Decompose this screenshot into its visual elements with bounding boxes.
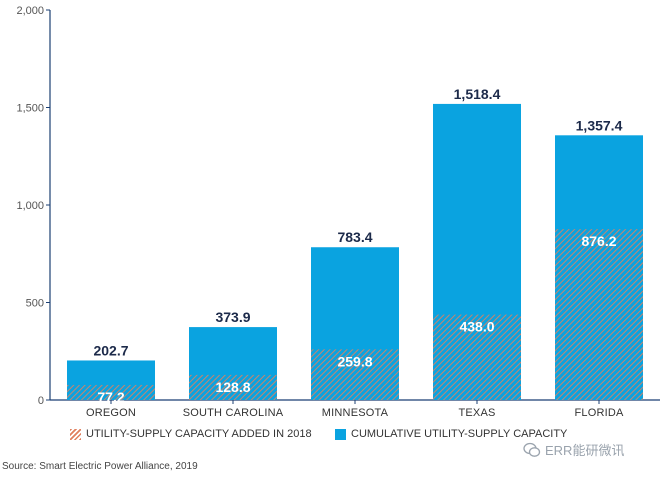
bar-added: [67, 384, 155, 400]
legend-swatch-hatched: [70, 428, 81, 440]
bar-added: [189, 374, 277, 400]
x-tick-label: MINNESOTA: [322, 407, 389, 419]
x-tick-label: SOUTH CAROLINA: [183, 407, 284, 419]
legend-item-cumulative: CUMULATIVE UTILITY-SUPPLY CAPACITY: [335, 428, 567, 440]
watermark-text: ERR能研微讯: [545, 443, 625, 458]
legend-label-added: UTILITY-SUPPLY CAPACITY ADDED IN 2018: [86, 428, 312, 440]
y-tick-label: 1,000: [16, 200, 44, 212]
data-label-added: 128.8: [215, 379, 250, 395]
y-tick-label: 500: [26, 298, 44, 310]
data-label-added: 438.0: [459, 319, 494, 335]
legend: UTILITY-SUPPLY CAPACITY ADDED IN 2018 CU…: [0, 428, 668, 446]
data-label-cumulative: 1,518.4: [454, 86, 501, 102]
bar-added: [311, 349, 399, 400]
legend-item-added: UTILITY-SUPPLY CAPACITY ADDED IN 2018: [70, 428, 312, 440]
bar-added: [433, 314, 521, 400]
x-tick-label: FLORIDA: [574, 407, 624, 419]
x-tick-label: TEXAS: [458, 407, 495, 419]
data-label-cumulative: 1,357.4: [576, 117, 623, 133]
bar-added: [555, 229, 643, 400]
source-note: Source: Smart Electric Power Alliance, 2…: [2, 461, 198, 472]
legend-label-cumulative: CUMULATIVE UTILITY-SUPPLY CAPACITY: [351, 428, 568, 440]
data-label-cumulative: 783.4: [337, 229, 372, 245]
y-tick-label: 1,500: [16, 103, 44, 115]
watermark: ERR能研微讯: [523, 440, 624, 459]
stacked-bar-chart: 0 500 1,000 1,500 2,000 202.7 77.2 OREGON 373.9 1…: [16, 5, 660, 419]
data-label-added: 876.2: [581, 233, 616, 249]
data-label-cumulative: 202.7: [93, 342, 128, 358]
data-label-added: 259.8: [337, 353, 372, 369]
y-tick-label: 2,000: [16, 5, 44, 17]
legend-swatch-solid: [335, 428, 346, 440]
y-tick-label: 0: [38, 395, 44, 407]
wechat-icon: [523, 442, 541, 457]
data-label-added: 77.2: [97, 389, 124, 405]
x-tick-label: OREGON: [86, 407, 136, 419]
data-label-cumulative: 373.9: [215, 309, 250, 325]
